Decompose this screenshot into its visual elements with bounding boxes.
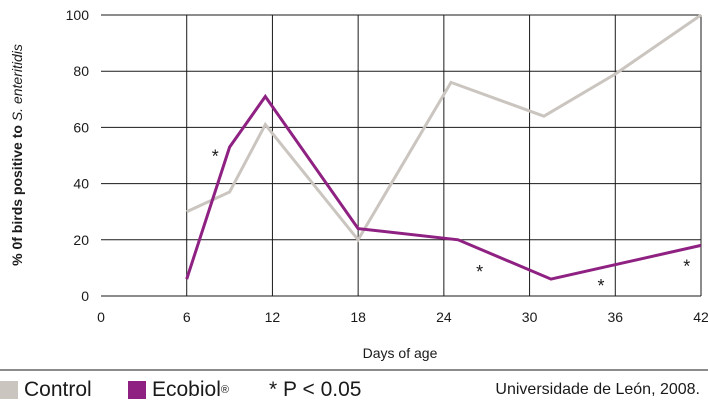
series-line-control: [186, 13, 702, 243]
grid-lines: [101, 14, 702, 297]
significance-note: * P < 0.05: [269, 378, 362, 401]
registered-mark: ®: [220, 384, 229, 396]
y-tick-label: 0: [81, 288, 89, 304]
x-tick-label: 18: [350, 309, 366, 325]
legend-label-ecobiol: Ecobiol: [152, 378, 221, 401]
y-tick-label: 60: [73, 119, 89, 135]
legend-item-control: Control: [0, 378, 92, 402]
y-tick-labels: 0 20 40 60 80 100: [66, 7, 90, 304]
x-tick-label: 42: [693, 309, 708, 325]
y-axis-label-prefix: % 0f birds positive to: [9, 121, 25, 266]
x-axis-label: Days of age: [363, 345, 438, 361]
x-tick-label: 30: [522, 309, 538, 325]
x-tick-labels: 0 6 12 18 24 30 36 42: [97, 309, 708, 325]
significance-asterisk: *: [476, 262, 483, 282]
legend-swatch-control: [0, 381, 18, 399]
legend-label-control: Control: [24, 378, 92, 401]
x-tick-label: 12: [265, 309, 281, 325]
legend-swatch-ecobiol: [128, 381, 146, 399]
significance-asterisk: *: [683, 256, 690, 276]
chart-footer: Control Ecobiol ® * P < 0.05 Universidade…: [0, 378, 708, 408]
annotations: * * * *: [212, 147, 690, 296]
y-tick-label: 100: [66, 7, 90, 23]
significance-asterisk: *: [212, 147, 219, 167]
y-tick-label: 20: [73, 232, 89, 248]
legend-item-ecobiol: Ecobiol ®: [128, 378, 229, 402]
x-tick-label: 0: [97, 309, 105, 325]
y-tick-label: 80: [73, 63, 89, 79]
source-credit: Universidade de León, 2008.: [495, 381, 700, 398]
series-layer: [185, 13, 702, 281]
x-tick-label: 36: [607, 309, 623, 325]
x-tick-label: 6: [183, 309, 191, 325]
y-axis-label: % 0f birds positive to S. enteritidis: [9, 44, 25, 266]
series-line-ecobiol: [185, 93, 702, 281]
significance-asterisk: *: [597, 276, 604, 296]
y-tick-label: 40: [73, 176, 89, 192]
x-tick-label: 24: [436, 309, 452, 325]
y-axis-label-species: S. enteritidis: [9, 44, 25, 121]
